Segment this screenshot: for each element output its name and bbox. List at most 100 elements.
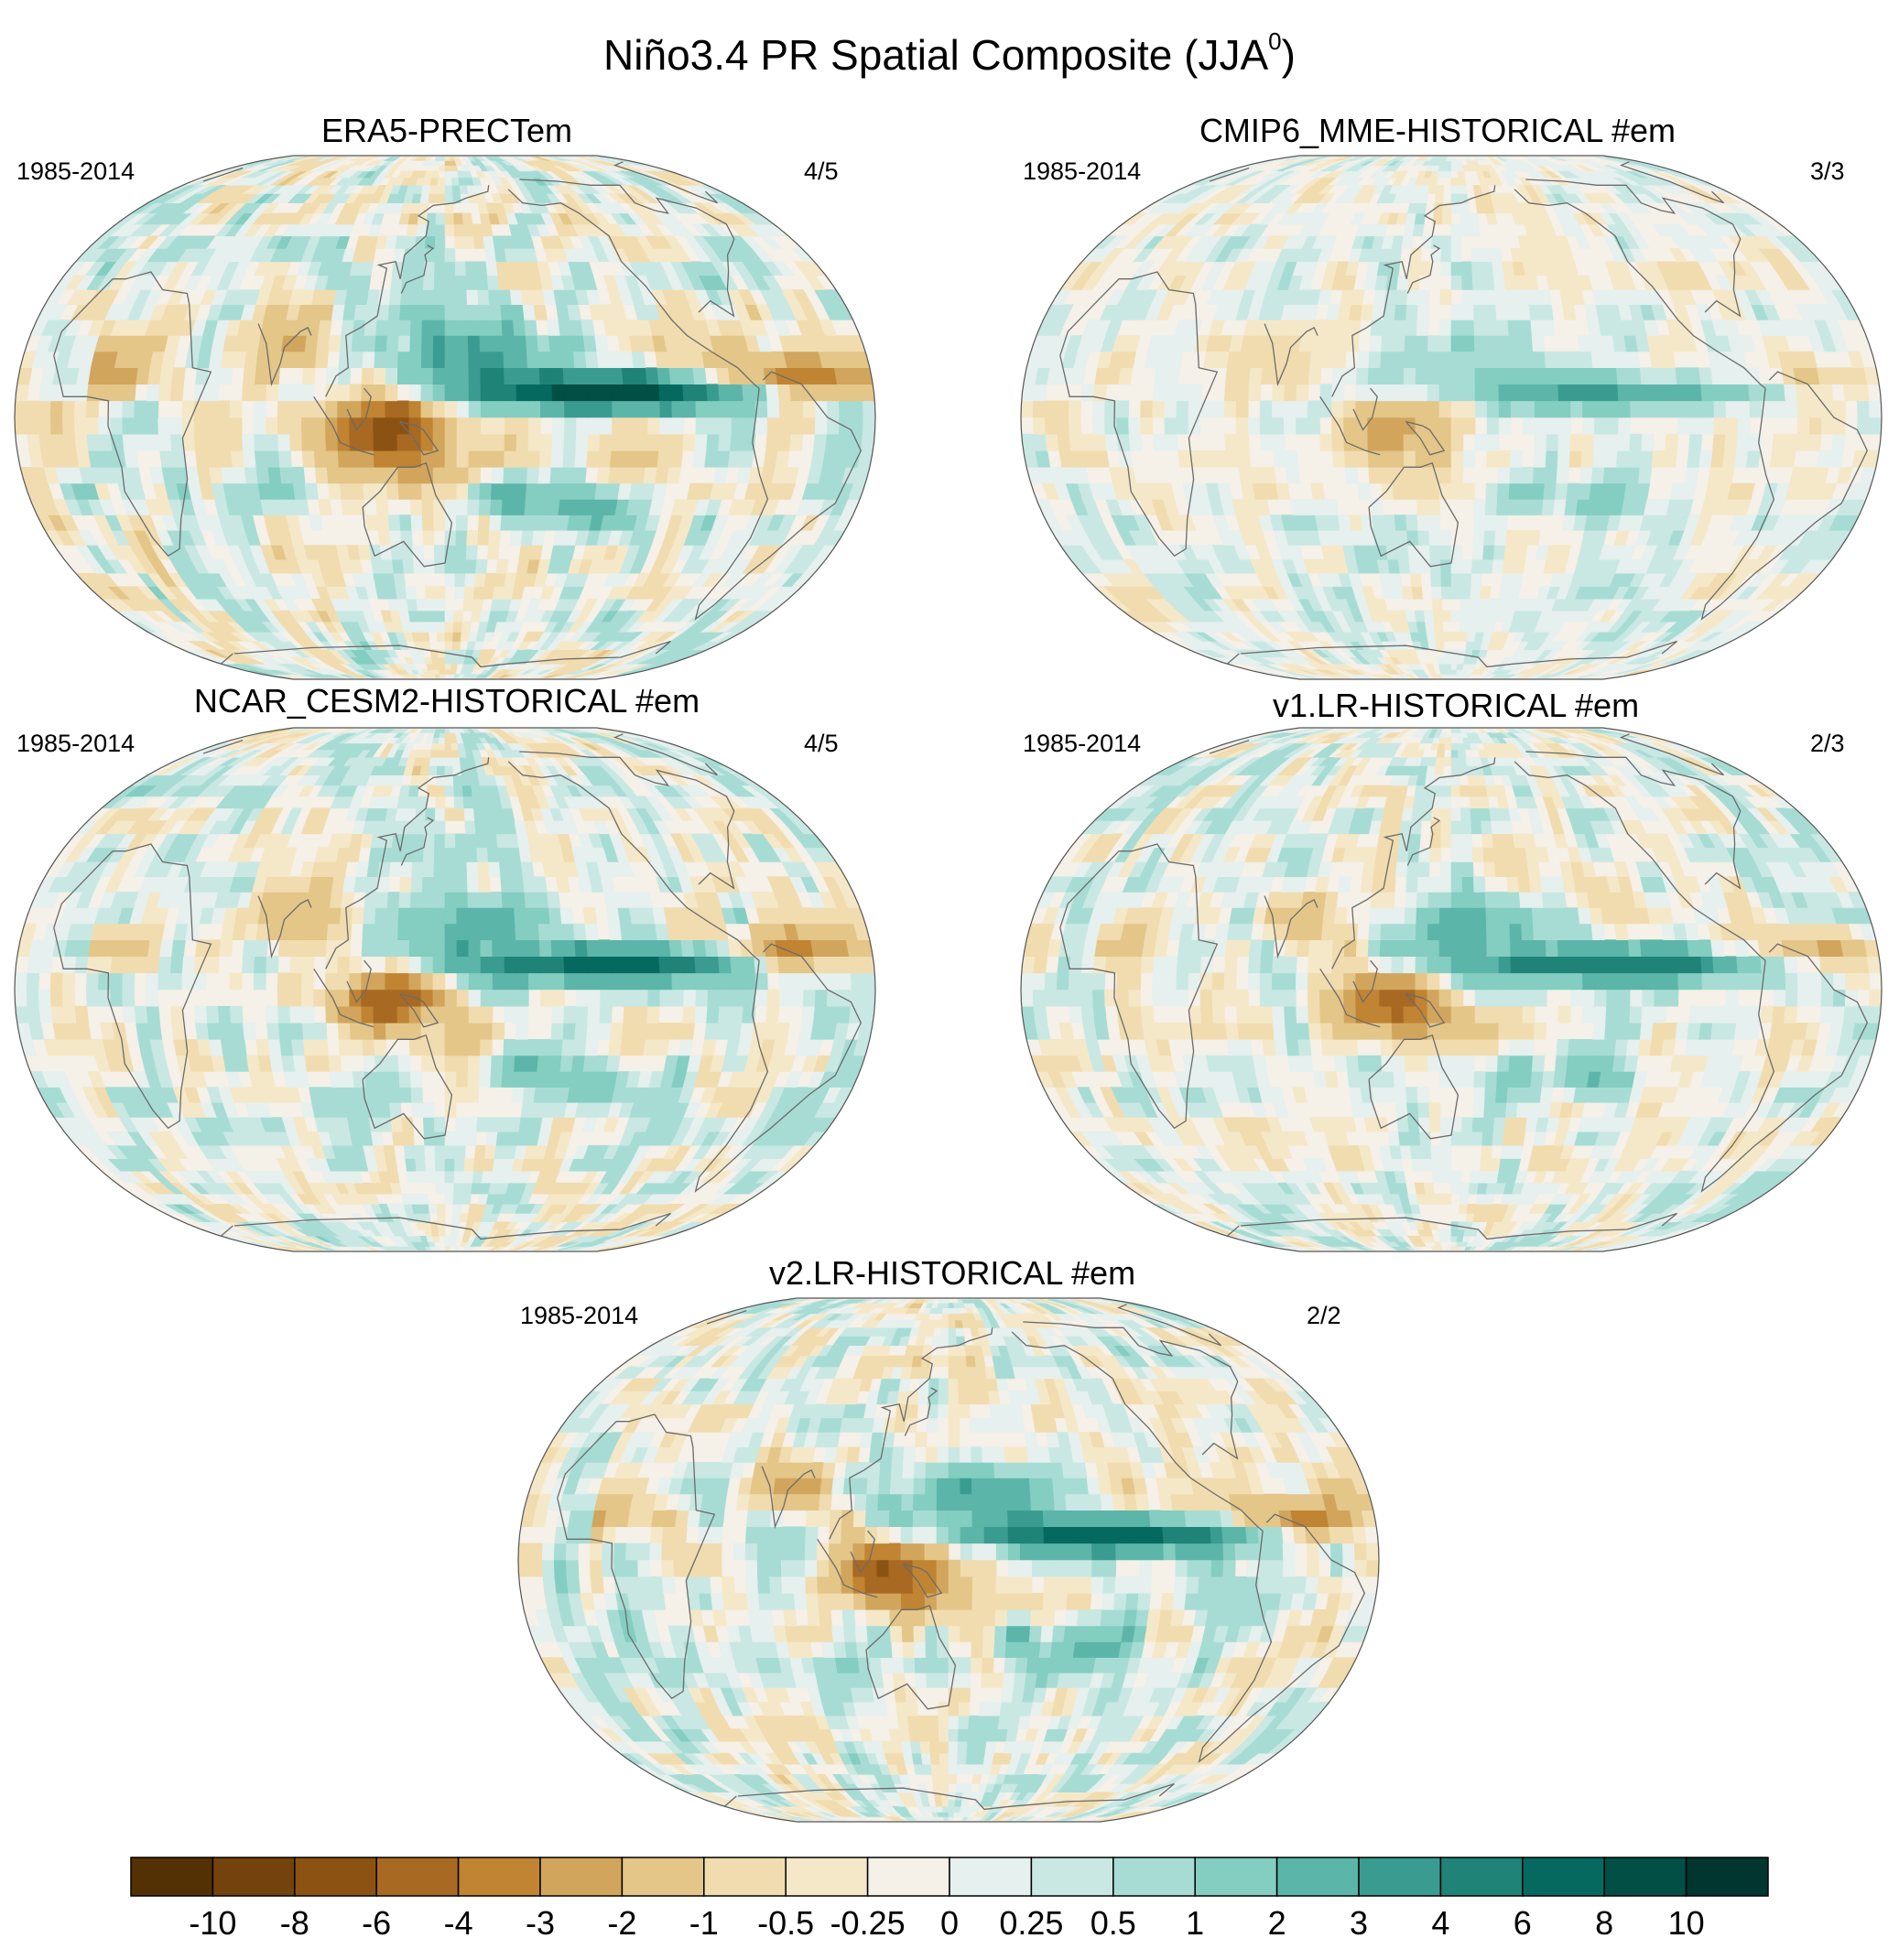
coastline — [400, 244, 435, 294]
colorbar-tick-label: -0.5 — [757, 1904, 815, 1942]
colorbar-swatch-12 — [1112, 1857, 1196, 1897]
coastline — [233, 1212, 671, 1240]
panel-period-v1lr: 1985-2014 — [1023, 730, 1142, 757]
coastline — [865, 1604, 957, 1710]
colorbar-swatch-2 — [294, 1857, 377, 1897]
panel-count-v2lr: 2/2 — [1307, 1302, 1341, 1329]
colorbar-swatch-10 — [949, 1857, 1033, 1897]
coastline — [1405, 992, 1446, 1028]
coastline — [1011, 1331, 1264, 1532]
colorbar-swatch-3 — [375, 1857, 460, 1897]
colorbar-swatch-7 — [703, 1857, 787, 1897]
colorbar-tick-label: 0.25 — [999, 1904, 1064, 1942]
main-title: Niño3.4 PR Spatial Composite (JJA0) — [603, 27, 1296, 79]
panel-title-cmip6: CMIP6_MME-HISTORICAL #em — [1199, 112, 1677, 149]
map-outline — [14, 727, 876, 1252]
coastline — [1368, 461, 1460, 568]
coastline — [1209, 167, 1250, 182]
coastline — [613, 733, 718, 776]
coastline — [761, 1466, 816, 1530]
coastline — [1023, 1321, 1239, 1460]
map-v1lr — [1020, 727, 1883, 1252]
coastline — [519, 751, 735, 890]
coastline — [829, 1327, 993, 1540]
coastline — [1700, 371, 1869, 621]
coastline — [346, 387, 372, 431]
coastline — [1198, 1513, 1366, 1763]
coastline — [362, 1034, 453, 1140]
panel-period-ncar: 1985-2014 — [16, 730, 136, 757]
coastline — [737, 1782, 1175, 1811]
map-ncar — [14, 727, 876, 1252]
panel-period-cmip6: 1985-2014 — [1023, 157, 1142, 185]
coastline — [613, 161, 718, 204]
coastline — [313, 395, 374, 456]
coastline — [398, 420, 439, 456]
colorbar-tick-label: -10 — [189, 1904, 237, 1942]
colorbar-tick-label: 10 — [1667, 1904, 1705, 1942]
colorbar-tick-label: -0.25 — [830, 1904, 906, 1942]
coastline — [507, 761, 760, 961]
coastline — [1710, 190, 1725, 204]
coastline — [400, 817, 435, 866]
colorbar-swatch-0 — [130, 1857, 214, 1897]
colorbar-swatch-8 — [785, 1857, 869, 1897]
colorbar-swatch-19 — [1685, 1857, 1769, 1897]
coastline — [1619, 733, 1724, 776]
panel-period-v2lr: 1985-2014 — [520, 1302, 639, 1329]
coastline — [1319, 968, 1381, 1028]
coastline — [1226, 653, 1240, 665]
coastline — [1264, 895, 1318, 959]
coastline — [257, 895, 312, 959]
coastline — [220, 653, 233, 665]
coastline — [1352, 387, 1378, 431]
coastline — [1368, 1034, 1460, 1140]
coastline — [220, 1225, 233, 1237]
colorbar-swatch-17 — [1522, 1857, 1605, 1897]
coastline — [1319, 395, 1381, 456]
coastline — [557, 1413, 716, 1700]
colorbar-tick-label: -4 — [443, 1904, 473, 1942]
coastline — [1514, 761, 1766, 961]
coastline — [362, 461, 453, 568]
colorbar-tick-label: 0 — [939, 1904, 960, 1942]
coastline — [694, 943, 863, 1193]
colorbar-tick-label: -3 — [525, 1904, 555, 1942]
panel-period-era5: 1985-2014 — [16, 157, 136, 185]
coastline — [904, 1387, 939, 1436]
coastline — [704, 763, 719, 776]
colorbar-swatch-15 — [1358, 1857, 1442, 1897]
coastline — [1406, 817, 1441, 866]
colorbar-swatch-9 — [866, 1857, 950, 1897]
map-outline — [14, 155, 876, 680]
colorbar-swatch-4 — [457, 1857, 541, 1897]
colorbar-tick-label: 8 — [1595, 1904, 1614, 1942]
coastline — [1059, 843, 1219, 1130]
colorbar — [130, 1857, 1769, 1897]
coastline — [1710, 763, 1725, 776]
coastline — [325, 185, 490, 397]
map-outline — [517, 1297, 1380, 1823]
coastline — [1059, 271, 1219, 558]
coastline — [1226, 1225, 1240, 1237]
coastline — [1525, 179, 1742, 318]
panel-count-cmip6: 3/3 — [1810, 157, 1845, 185]
coastline — [1240, 1212, 1677, 1240]
colorbar-tick-label: 1 — [1186, 1904, 1205, 1942]
colorbar-swatch-1 — [212, 1857, 296, 1897]
panel-title-v1lr: v1.LR-HISTORICAL #em — [1272, 687, 1640, 724]
coastline — [1209, 739, 1250, 754]
panel-title-ncar: NCAR_CESM2-HISTORICAL #em — [193, 682, 700, 720]
coastline — [706, 1309, 747, 1325]
panel-count-ncar: 4/5 — [804, 730, 839, 757]
colorbar-tick-label: -6 — [362, 1904, 392, 1942]
panel-title-v2lr: v2.LR-HISTORICAL #em — [768, 1254, 1136, 1292]
colorbar-tick-label: -8 — [279, 1904, 309, 1942]
map-cmip6 — [1020, 155, 1883, 680]
coastline — [398, 992, 439, 1028]
coastline — [694, 371, 863, 621]
map-v2lr — [517, 1297, 1380, 1823]
coastline — [850, 1530, 875, 1574]
coastline — [1331, 185, 1496, 397]
coastline — [817, 1538, 878, 1598]
